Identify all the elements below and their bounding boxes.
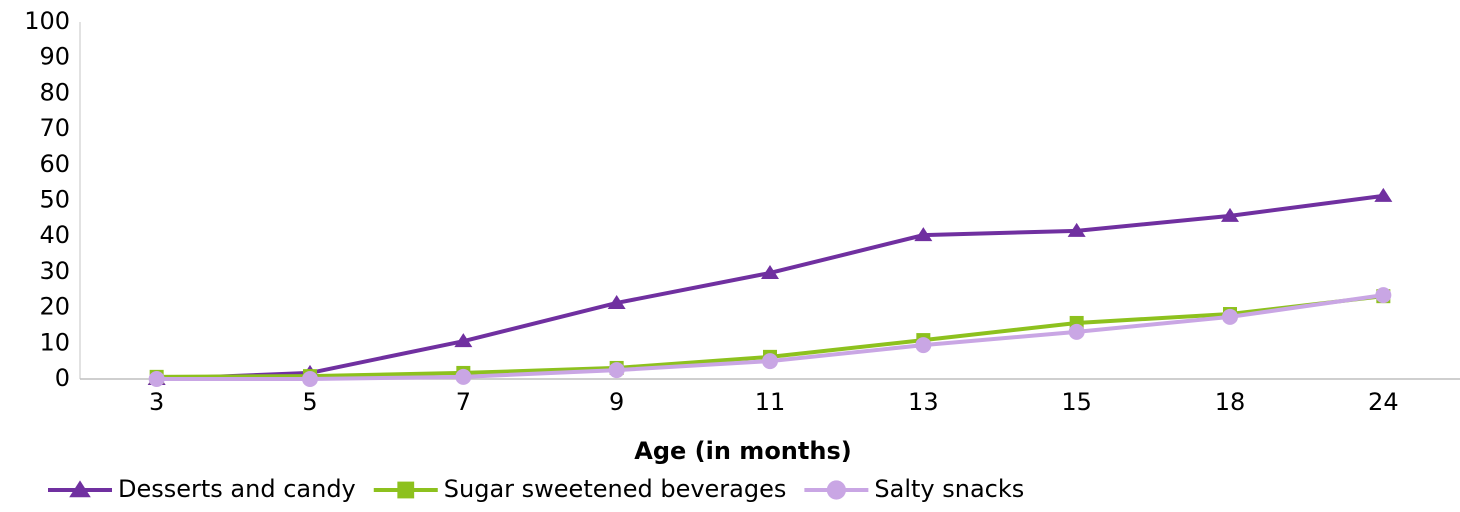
marker: [762, 353, 778, 370]
marker: [1222, 308, 1238, 325]
marker: [915, 337, 932, 354]
x-tick-label: 3: [149, 388, 164, 416]
y-tick-label: 0: [55, 364, 70, 392]
marker: [397, 481, 415, 499]
y-tick-label: 30: [39, 257, 70, 285]
y-tick-label: 100: [24, 7, 70, 35]
x-tick-label: 13: [908, 388, 939, 416]
marker: [1068, 323, 1085, 340]
marker: [607, 294, 626, 309]
marker: [826, 480, 846, 500]
x-tick-label: 9: [609, 388, 624, 416]
marker: [455, 368, 472, 385]
y-tick-label: 60: [39, 150, 70, 178]
x-tick-label: 24: [1368, 388, 1399, 416]
marker: [1221, 207, 1239, 222]
legend-label: Sugar sweetened beverages: [444, 475, 787, 503]
x-tick-label: 5: [302, 388, 317, 416]
y-tick-label: 20: [39, 293, 70, 321]
marker: [608, 362, 625, 379]
legend-item: Salty snacks: [804, 475, 1024, 503]
y-tick-label: 40: [39, 221, 70, 249]
legend-item: Sugar sweetened beverages: [373, 475, 787, 503]
marker: [1374, 187, 1393, 202]
x-axis-label: Age (in months): [634, 437, 851, 465]
marker: [69, 480, 91, 498]
y-tick-label: 80: [39, 78, 70, 106]
y-tick-label: 10: [39, 328, 70, 356]
legend-item: Desserts and candy: [48, 475, 356, 503]
y-tick-label: 50: [39, 186, 70, 214]
marker: [1375, 287, 1392, 304]
y-tick-label: 90: [39, 43, 70, 71]
marker: [761, 264, 779, 279]
legend-label: Salty snacks: [874, 475, 1024, 503]
marker: [1067, 222, 1086, 237]
x-tick-label: 11: [755, 388, 786, 416]
x-tick-label: 7: [456, 388, 471, 416]
marker: [302, 371, 318, 387]
x-tick-label: 18: [1215, 388, 1246, 416]
x-tick-label: 15: [1061, 388, 1092, 416]
legend-label: Desserts and candy: [118, 475, 356, 503]
marker: [148, 371, 165, 387]
marker: [454, 333, 473, 348]
marker: [914, 227, 933, 242]
y-tick-label: 70: [39, 114, 70, 142]
